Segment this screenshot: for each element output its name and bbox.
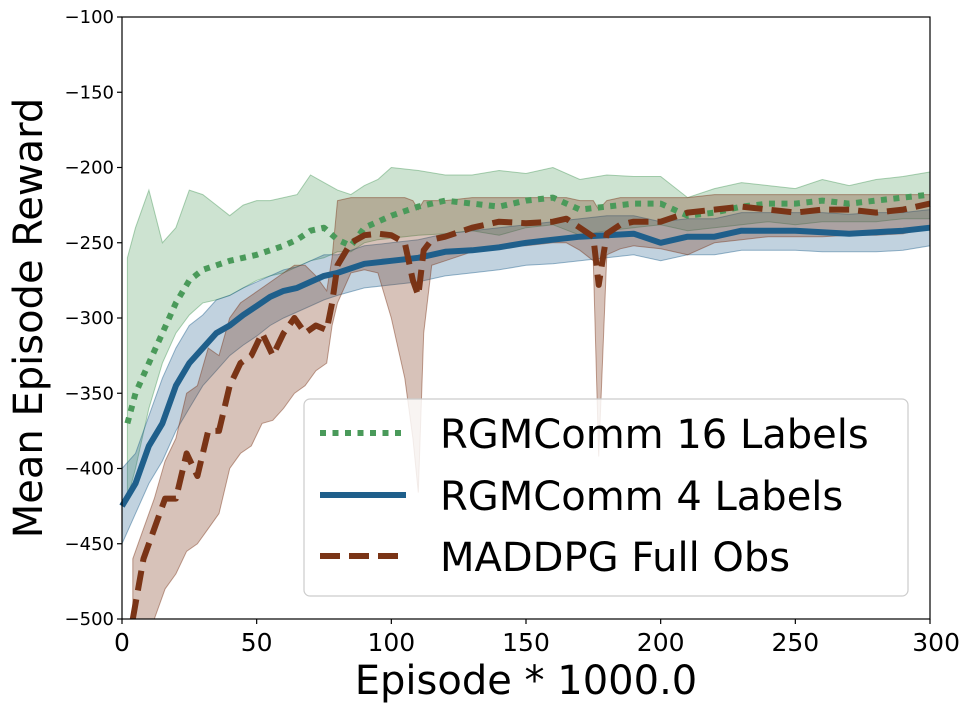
line-maddpg xyxy=(129,200,931,620)
y-tick-label: −100 xyxy=(65,7,114,28)
x-tick-label: 150 xyxy=(502,628,550,657)
x-tick-label: 0 xyxy=(114,628,130,657)
y-tick-label: −350 xyxy=(65,383,114,404)
legend-label-maddpg: MADDPG Full Obs xyxy=(440,535,790,581)
x-tick-label: 200 xyxy=(637,628,685,657)
line-rgmcomm4 xyxy=(119,224,931,508)
x-axis-label: Episode * 1000.0 xyxy=(355,658,697,704)
legend-label-rgmcomm16: RGMComm 16 Labels xyxy=(440,412,869,458)
y-tick-label: −450 xyxy=(65,534,114,555)
line-rgmcomm16 xyxy=(124,191,931,425)
y-tick-label: −150 xyxy=(65,82,114,103)
y-tick-label: −250 xyxy=(65,233,114,254)
legend-label-rgmcomm4: RGMComm 4 Labels xyxy=(440,474,843,520)
series-lines xyxy=(119,191,931,620)
x-tick-label: 100 xyxy=(367,628,415,657)
legend: RGMComm 16 Labels RGMComm 4 Labels MADDP… xyxy=(303,398,909,597)
legend-box xyxy=(303,398,909,597)
x-tick-label: 300 xyxy=(912,628,960,657)
y-tick-label: −500 xyxy=(65,609,114,630)
y-tick-label: −200 xyxy=(65,158,114,179)
y-tick-label: −300 xyxy=(65,308,114,329)
x-tick-label: 50 xyxy=(241,628,273,657)
y-axis-label: Mean Episode Reward xyxy=(6,98,52,538)
x-tick-label: 250 xyxy=(771,628,819,657)
y-tick-label: −400 xyxy=(65,459,114,480)
